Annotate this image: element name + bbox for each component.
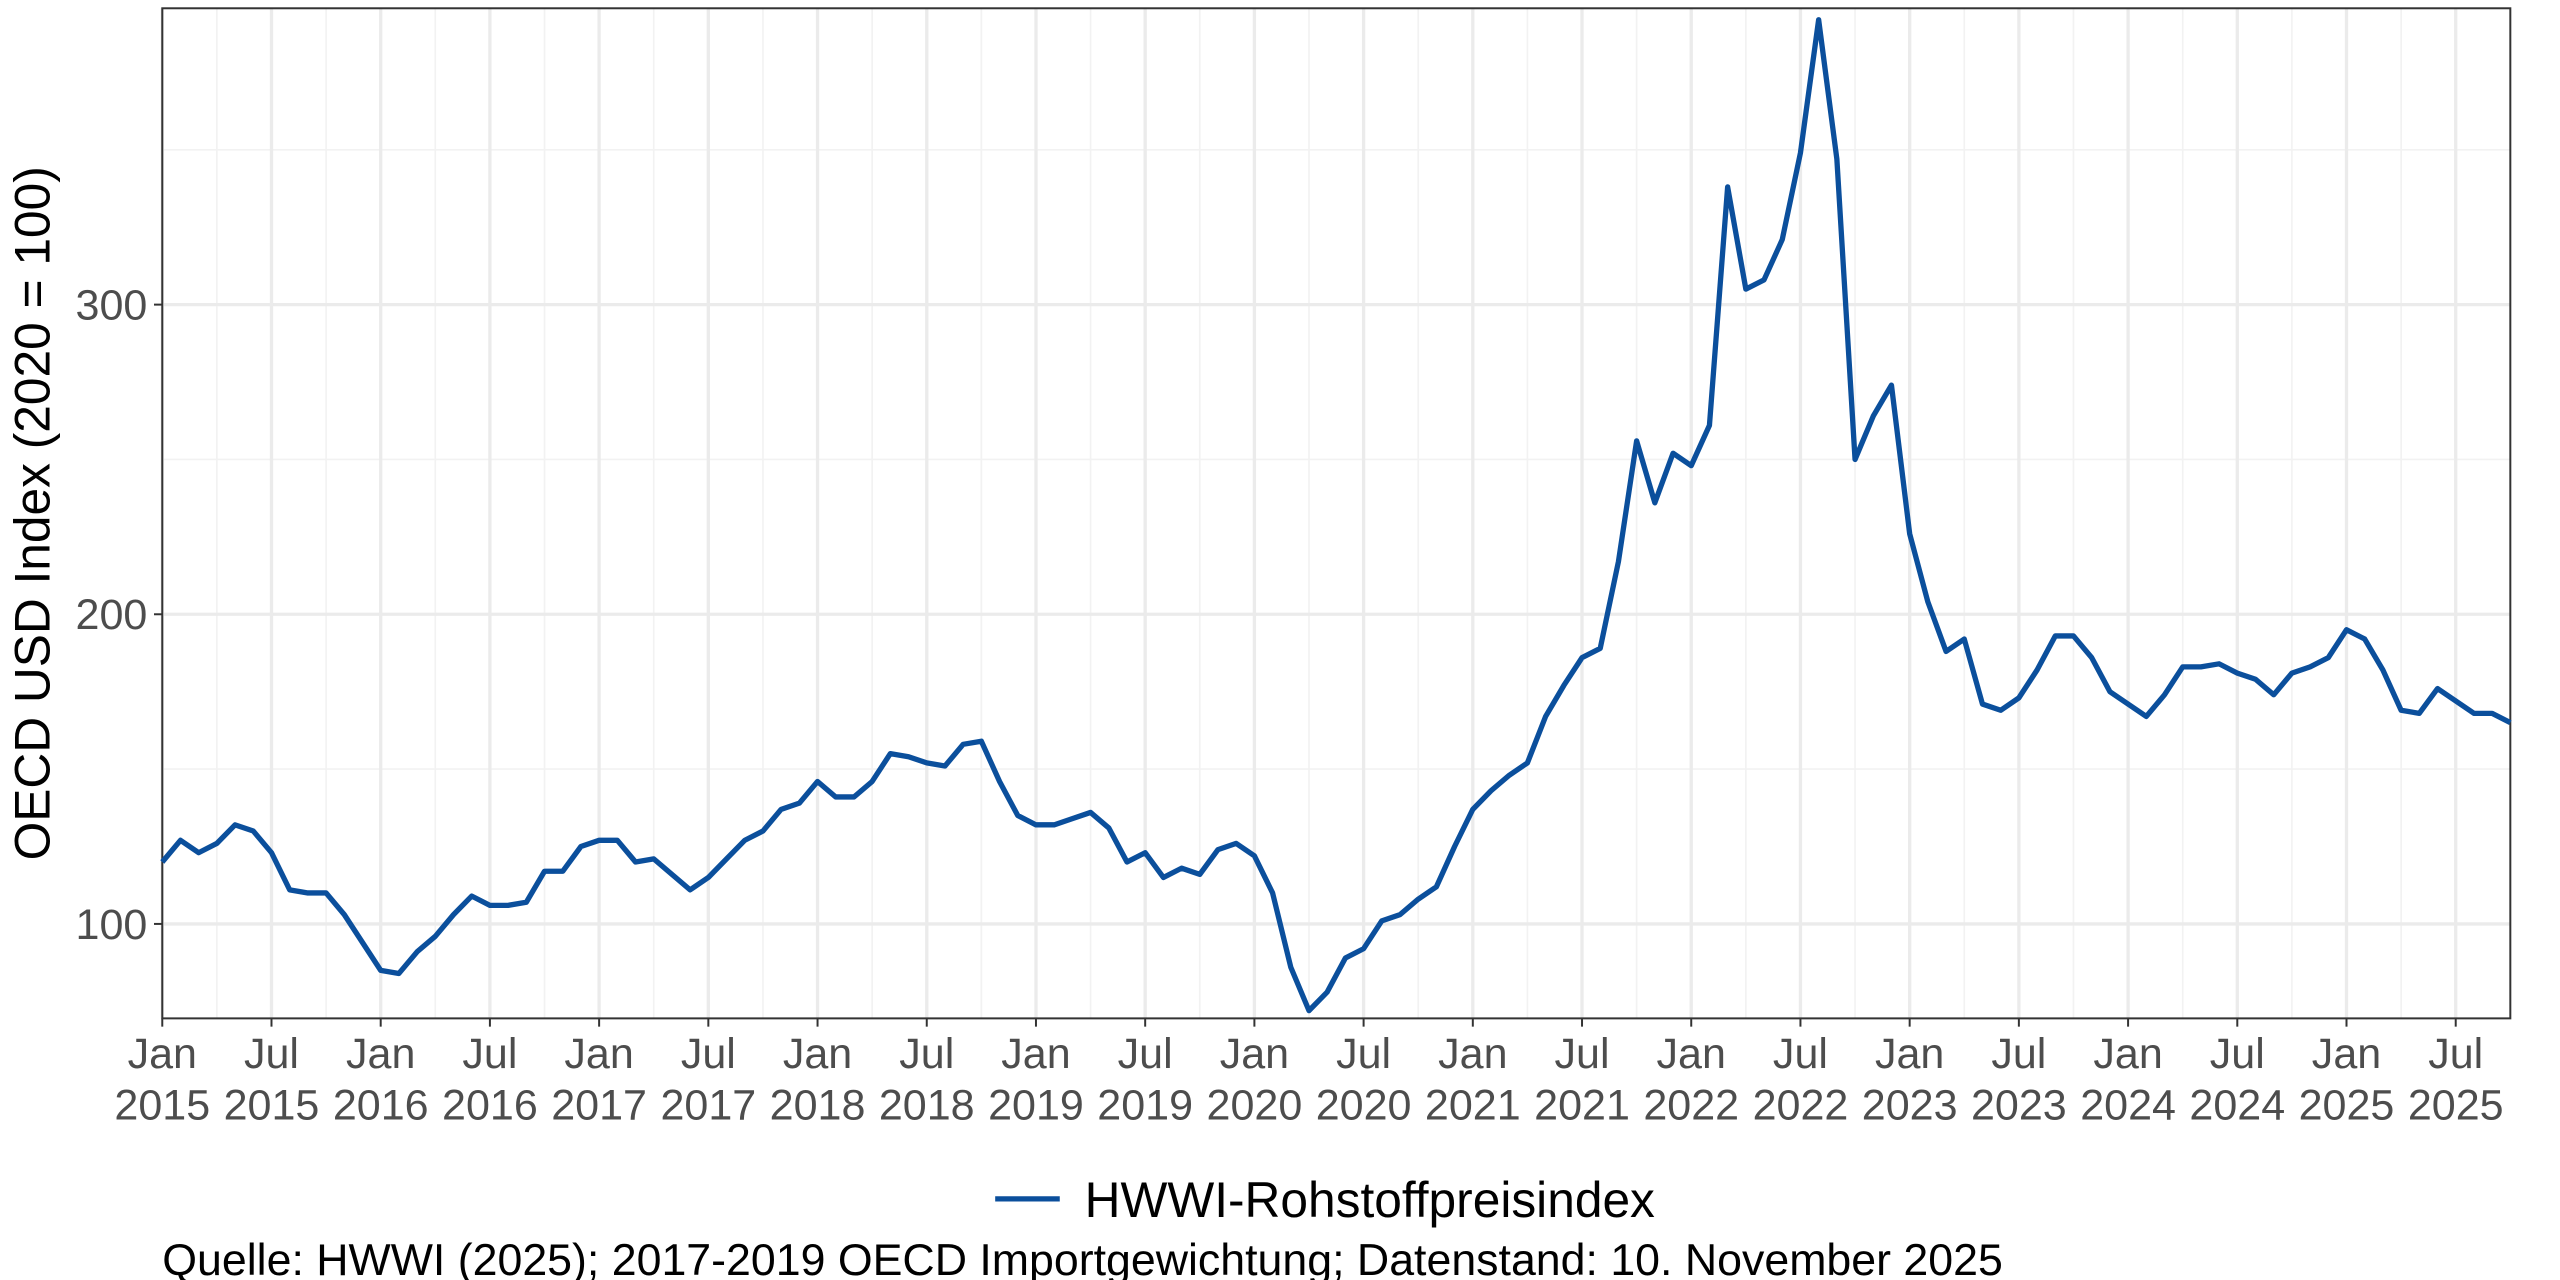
y-axis-title: OECD USD Index (2020 = 100) (5, 166, 61, 860)
x-tick-label: Jul 2015 (224, 1030, 320, 1129)
x-tick-label: Jul 2023 (1971, 1030, 2067, 1129)
y-tick-label: 300 (76, 282, 148, 330)
y-tick-label: 200 (76, 591, 148, 639)
x-tick-label: Jul 2021 (1534, 1030, 1630, 1129)
x-tick-label: Jul 2020 (1316, 1030, 1412, 1129)
caption: Quelle: HWWI (2025); 2017-2019 OECD Impo… (162, 1236, 2003, 1280)
x-tick-label: Jan 2015 (114, 1030, 210, 1129)
x-tick-label: Jan 2024 (2080, 1030, 2176, 1129)
x-tick-label: Jul 2019 (1097, 1030, 1193, 1129)
x-tick-label: Jan 2021 (1425, 1030, 1521, 1129)
x-tick-label: Jul 2017 (660, 1030, 756, 1129)
x-tick-label: Jan 2016 (333, 1030, 429, 1129)
panel-border (161, 7, 2512, 1020)
x-tick-label: Jul 2018 (879, 1030, 975, 1129)
x-tick-label: Jan 2017 (551, 1030, 647, 1129)
x-tick-label: Jan 2023 (1862, 1030, 1958, 1129)
series-line (160, 17, 2512, 1014)
x-tick-label: Jan 2025 (2299, 1030, 2395, 1129)
y-tick-label: 100 (76, 901, 148, 949)
x-tick-label: Jul 2025 (2408, 1030, 2504, 1129)
x-tick-label: Jan 2020 (1207, 1030, 1303, 1129)
x-tick-label: Jan 2022 (1643, 1030, 1739, 1129)
x-tick-label: Jul 2016 (442, 1030, 538, 1129)
legend-label: HWWI-Rohstoffpreisindex (1085, 1172, 1655, 1228)
x-tick-label: Jan 2019 (988, 1030, 1084, 1129)
x-tick-label: Jul 2024 (2189, 1030, 2285, 1129)
x-tick-label: Jul 2022 (1753, 1030, 1849, 1129)
x-tick-label: Jan 2018 (770, 1030, 866, 1129)
